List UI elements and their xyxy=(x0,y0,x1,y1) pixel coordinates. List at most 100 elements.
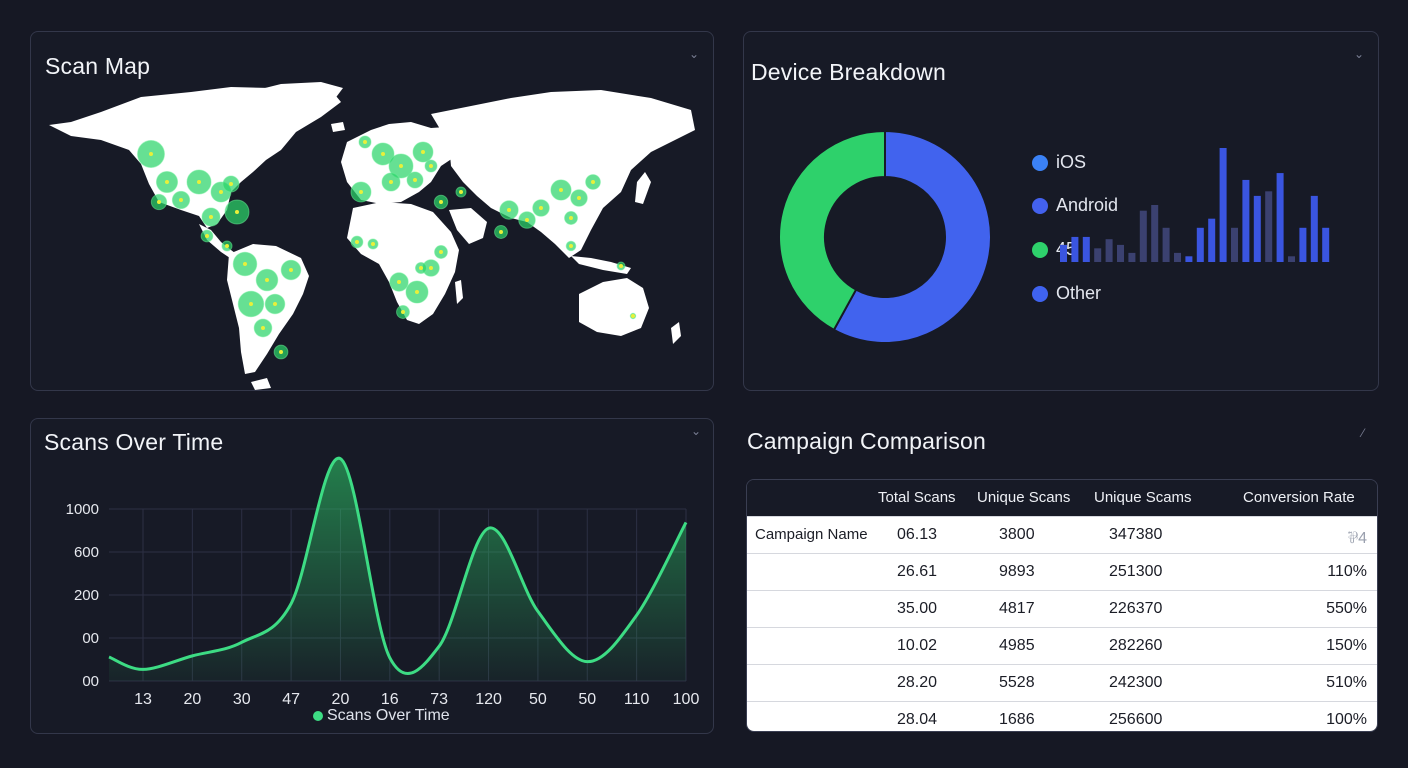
hotspot-core xyxy=(149,152,153,156)
land-africa xyxy=(347,202,459,324)
legend-item-other[interactable]: Other xyxy=(1032,283,1101,304)
hotspot-core xyxy=(157,200,161,204)
device-bar[interactable] xyxy=(1094,248,1102,262)
device-bar[interactable] xyxy=(1185,256,1193,262)
device-bar[interactable] xyxy=(1299,227,1307,262)
device-bar[interactable] xyxy=(1310,195,1318,262)
table-cell: 26.61 xyxy=(897,563,938,580)
hotspot-core xyxy=(359,190,363,194)
scans-line-series[interactable] xyxy=(108,457,688,675)
legend-label-other: Other xyxy=(1056,283,1102,303)
legend-item-ios[interactable]: iOS xyxy=(1032,152,1086,173)
hotspot-core xyxy=(619,264,623,268)
table-row[interactable]: 26.61 9893 251300 110% xyxy=(747,553,1377,590)
device-bar[interactable] xyxy=(1071,236,1079,262)
y-tick-label: 600 xyxy=(74,544,99,561)
x-tick-label: 13 xyxy=(134,691,152,708)
device-bar[interactable] xyxy=(1196,227,1204,262)
table-cell: 150% xyxy=(1326,637,1367,654)
device-bar[interactable] xyxy=(1242,179,1250,262)
campaign-edit-icon[interactable]: ⁄ xyxy=(1362,426,1365,440)
table-cell: 35.00 xyxy=(897,600,938,617)
hotspot-core xyxy=(415,290,419,294)
device-donut-chart xyxy=(778,129,992,344)
scans-area-fill xyxy=(109,458,686,681)
header-conversion-rate[interactable]: Conversion Rate xyxy=(1243,489,1355,506)
device-bar[interactable] xyxy=(1265,191,1273,262)
hotspot-core xyxy=(289,268,293,272)
x-tick-label: 110 xyxy=(624,691,650,708)
scans-line-chart: 00 00 200 600 1000 13 20 30 47 20 16 73 120 50 50 110 10… xyxy=(66,457,699,708)
hotspot-core xyxy=(279,350,283,354)
scan-map-menu-chevron-icon[interactable]: ⌄ xyxy=(688,47,699,61)
hotspot-core xyxy=(499,230,503,234)
device-bar[interactable] xyxy=(1322,227,1330,262)
table-cell: 5528 xyxy=(999,674,1035,691)
device-bar[interactable] xyxy=(1162,227,1170,262)
header-unique-scans[interactable]: Unique Scans xyxy=(977,489,1071,506)
land-antarctica-tip xyxy=(251,378,271,390)
table-row[interactable]: 10.02 4985 282260 150% xyxy=(747,627,1377,664)
table-cell: 242300 xyxy=(1109,674,1163,691)
hotspot-core xyxy=(413,178,417,182)
device-bar[interactable] xyxy=(1174,252,1181,262)
table-cell: 550% xyxy=(1326,600,1367,617)
hotspot-core xyxy=(389,180,393,184)
donut-slice-2[interactable] xyxy=(778,129,886,332)
device-bar[interactable] xyxy=(1219,148,1227,262)
land-australia xyxy=(579,278,649,336)
line-legend-label: Scans Over Time xyxy=(327,707,450,724)
world-map xyxy=(49,82,695,390)
legend-item-android[interactable]: Android xyxy=(1032,195,1118,216)
land-iceland xyxy=(331,122,345,132)
table-cell: 10.02 xyxy=(897,637,938,654)
y-tick-label: 1000 xyxy=(66,501,99,518)
hotspot-core xyxy=(209,215,213,219)
table-row[interactable]: 35.00 4817 226370 550% xyxy=(747,590,1377,627)
device-bar[interactable] xyxy=(1060,244,1067,262)
device-menu-chevron-icon[interactable]: ⌄ xyxy=(1353,47,1364,61)
table-row[interactable]: Campaign Name 06.13 3800 347380 ⅌4 xyxy=(747,516,1377,553)
line-legend-dot xyxy=(313,711,323,721)
device-bar[interactable] xyxy=(1276,173,1284,262)
scans-menu-chevron-icon[interactable]: ⌄ xyxy=(690,424,701,438)
table-row[interactable]: 28.04 1686 256600 100% xyxy=(747,701,1377,731)
hotspot-core xyxy=(273,302,277,306)
table-row[interactable]: 28.20 5528 242300 510% xyxy=(747,664,1377,701)
x-tick-label: 30 xyxy=(233,691,251,708)
x-tick-label: 47 xyxy=(282,691,300,708)
land-greenland xyxy=(249,82,343,124)
hotspot-core xyxy=(381,152,385,156)
x-tick-label: 16 xyxy=(381,691,399,708)
device-bar[interactable] xyxy=(1231,227,1238,262)
table-cell: 1686 xyxy=(999,711,1035,728)
table-body: Campaign Name 06.13 3800 347380 ⅌4 26.61 9893 2… xyxy=(747,516,1377,731)
device-bar[interactable] xyxy=(1208,218,1216,262)
donut-slice-1[interactable] xyxy=(832,129,992,344)
legend-label-ios: iOS xyxy=(1056,152,1087,172)
device-bar[interactable] xyxy=(1253,195,1261,262)
device-bar[interactable] xyxy=(1151,205,1159,262)
row-label-campaign-name: Campaign Name xyxy=(755,526,868,543)
x-tick-label: 73 xyxy=(430,691,448,708)
hotspot-core xyxy=(429,164,433,168)
hotspot-core xyxy=(569,244,573,248)
hotspot-core xyxy=(591,180,595,184)
table-cell: 06.13 xyxy=(897,526,938,543)
land-asia xyxy=(431,90,695,258)
land-japan xyxy=(635,172,651,204)
header-total-scans[interactable]: Total Scans xyxy=(878,489,956,506)
device-bar[interactable] xyxy=(1105,239,1113,262)
device-bar[interactable] xyxy=(1128,252,1136,262)
device-bar[interactable] xyxy=(1288,256,1295,262)
device-bar[interactable] xyxy=(1139,210,1147,262)
device-bar[interactable] xyxy=(1117,244,1124,262)
hotspot-core xyxy=(459,190,463,194)
hotspot-core xyxy=(507,208,511,212)
hotspot-core xyxy=(397,280,401,284)
scan-map-title: Scan Map xyxy=(45,53,151,79)
device-bar[interactable] xyxy=(1082,236,1090,262)
header-unique-scams[interactable]: Unique Scams xyxy=(1094,489,1192,506)
hotspot-core xyxy=(179,198,183,202)
hotspot-core xyxy=(439,200,443,204)
